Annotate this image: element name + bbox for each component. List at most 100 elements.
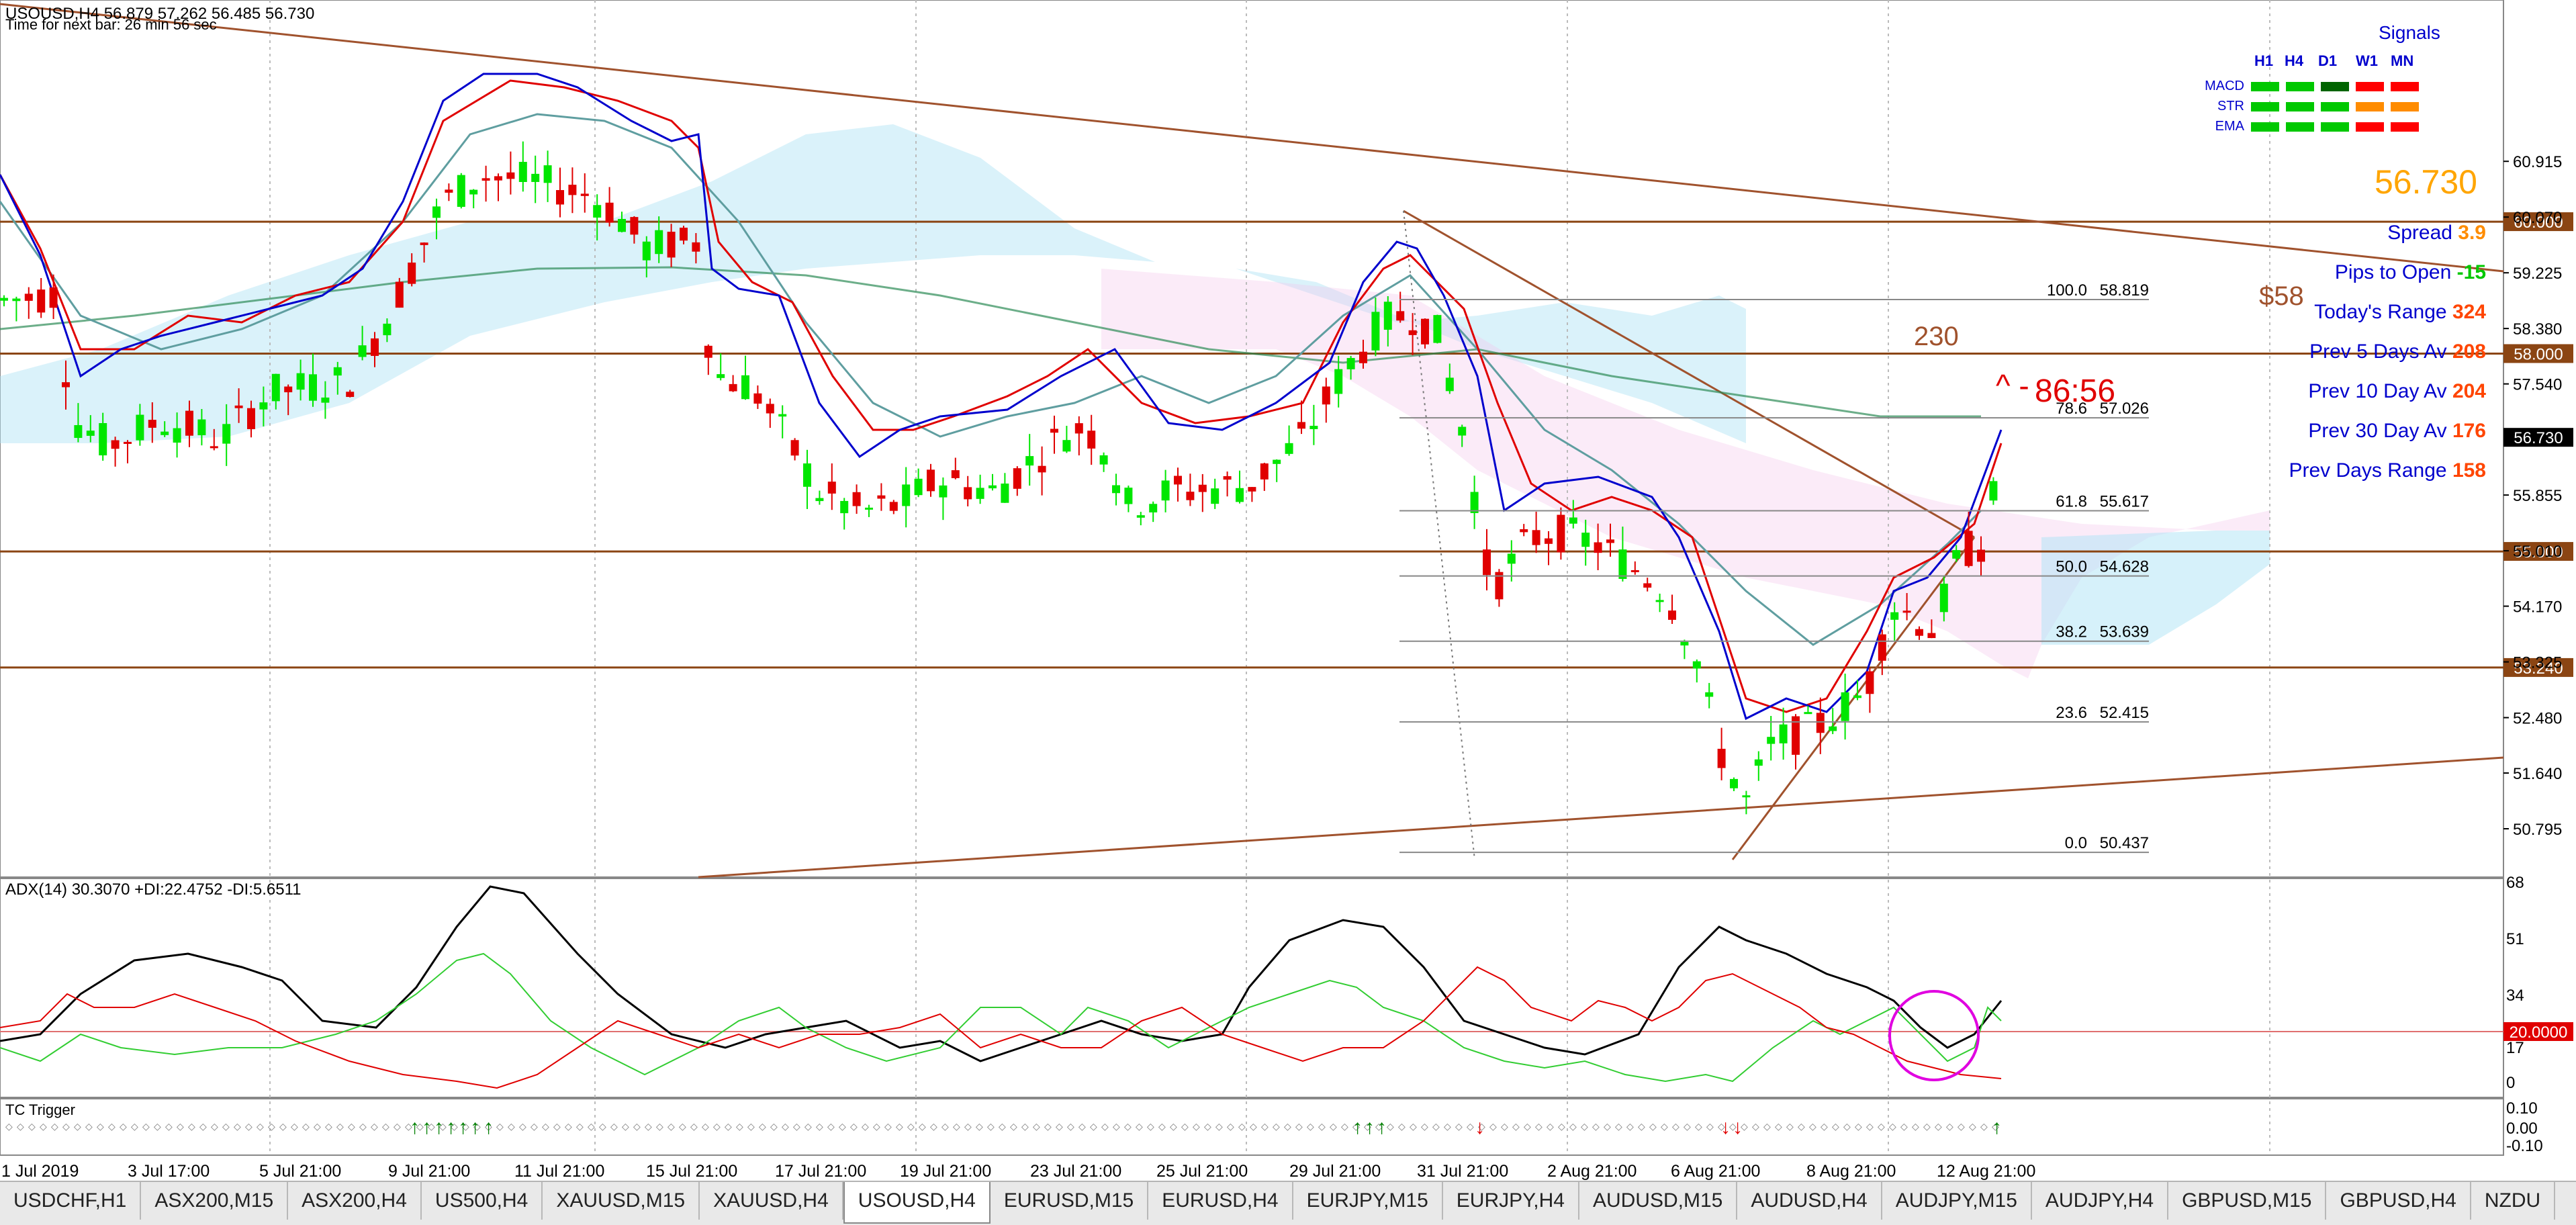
candle-body xyxy=(951,470,960,478)
candle-body xyxy=(0,298,8,301)
candle-body xyxy=(358,345,367,357)
bar-timer: Time for next bar: 26 min 56 sec xyxy=(5,16,217,33)
candle-body xyxy=(333,367,342,376)
candle-body xyxy=(803,463,811,487)
tc-marker: ◇ xyxy=(1352,1121,1360,1132)
tc-marker: ◇ xyxy=(782,1121,789,1132)
candle-body xyxy=(1062,440,1071,452)
fib-price: 55.617 xyxy=(2100,492,2149,510)
tc-marker: ◇ xyxy=(964,1121,972,1132)
svg-text:^ -: ^ - xyxy=(1996,368,2029,403)
candle-body xyxy=(185,410,193,436)
tc-marker: ◇ xyxy=(1318,1121,1326,1132)
tc-marker: ◇ xyxy=(1569,1121,1577,1132)
tab-audusd-h4[interactable]: AUDUSD,H4 xyxy=(1737,1182,1882,1220)
signal-stat-label: Prev 30 Day Av xyxy=(2308,420,2452,442)
candle-body xyxy=(1717,748,1726,768)
candle-body xyxy=(531,173,540,182)
tc-marker: ◇ xyxy=(747,1121,755,1132)
tc-marker: ◇ xyxy=(542,1121,549,1132)
tc-marker: ◇ xyxy=(679,1121,686,1132)
time-axis-label: 8 Aug 21:00 xyxy=(1806,1162,1896,1181)
tab-nzdu[interactable]: NZDU xyxy=(2471,1182,2556,1220)
tc-marker: ◇ xyxy=(1193,1121,1200,1132)
tc-marker: ◇ xyxy=(1330,1121,1337,1132)
tab-us500-h4[interactable]: US500,H4 xyxy=(422,1182,543,1220)
signal-cell xyxy=(2286,102,2314,111)
signal-cell xyxy=(2251,82,2279,91)
tab-xauusd-m15[interactable]: XAUUSD,M15 xyxy=(543,1182,700,1220)
signal-cell xyxy=(2286,82,2314,91)
tc-marker: ◇ xyxy=(257,1121,264,1132)
tc-buy-arrow: ↑ xyxy=(458,1116,468,1138)
candle-body xyxy=(1742,795,1751,798)
candle-body xyxy=(74,424,83,439)
tab-asx200-h4[interactable]: ASX200,H4 xyxy=(288,1182,422,1220)
fib-level: 38.2 xyxy=(2056,623,2087,641)
tab-asx200-m15[interactable]: ASX200,M15 xyxy=(141,1182,289,1220)
tc-marker: ◇ xyxy=(1501,1121,1508,1132)
candle-body xyxy=(667,232,676,258)
tab-audjpy-m15[interactable]: AUDJPY,M15 xyxy=(1882,1182,2032,1220)
candle-body xyxy=(741,375,749,400)
tc-marker: ◇ xyxy=(1295,1121,1303,1132)
chart-canvas[interactable]: 60.000 58.000 55.000 53.240 100.0 58.819 78.6… xyxy=(0,0,2576,1181)
candle-body xyxy=(1692,661,1701,669)
candle-body xyxy=(111,440,120,449)
tc-marker: ◇ xyxy=(1512,1121,1520,1132)
tc-marker: ◇ xyxy=(976,1121,983,1132)
candle-body xyxy=(1866,671,1874,694)
target-label: $58 xyxy=(2259,281,2304,311)
fib-level: 0.0 xyxy=(2065,834,2087,852)
adx-axis-label: 17 xyxy=(2506,1039,2524,1057)
candle-body xyxy=(457,175,465,207)
level-label: 55.000 xyxy=(2514,543,2563,561)
tab-eurusd-h4[interactable]: EURUSD,H4 xyxy=(1148,1182,1293,1220)
candle-body xyxy=(395,281,404,308)
fib-level: 100.0 xyxy=(2047,281,2087,300)
candle-body xyxy=(1001,484,1009,503)
tab-usdchf-h1[interactable]: USDCHF,H1 xyxy=(0,1182,142,1220)
tab-gbpusd-h4[interactable]: GBPUSD,H4 xyxy=(2326,1182,2471,1220)
candle-body xyxy=(1445,377,1454,392)
candle-body xyxy=(309,374,317,401)
tc-buy-arrow: ↑ xyxy=(410,1116,420,1138)
tc-marker: ◇ xyxy=(633,1121,641,1132)
price-axis-label: 60.070 xyxy=(2513,209,2562,227)
tc-buy-arrow: ↑ xyxy=(1377,1116,1387,1138)
fib-price: 58.819 xyxy=(2100,281,2149,300)
tab-eurjpy-m15[interactable]: EURJPY,M15 xyxy=(1293,1182,1443,1220)
tab-audjpy-h4[interactable]: AUDJPY,H4 xyxy=(2032,1182,2169,1220)
signal-stat-value: 208 xyxy=(2452,341,2486,363)
candle-body xyxy=(197,419,206,436)
tc-marker: ◇ xyxy=(1535,1121,1543,1132)
tc-marker: ◇ xyxy=(359,1121,367,1132)
tc-marker: ◇ xyxy=(907,1121,915,1132)
tc-marker: ◇ xyxy=(713,1121,721,1132)
tab-gbpusd-m15[interactable]: GBPUSD,M15 xyxy=(2168,1182,2327,1220)
tc-buy-arrow: ↑ xyxy=(470,1116,480,1138)
trend-lines xyxy=(0,3,2504,878)
tc-sell-arrow: ↓ xyxy=(1733,1116,1743,1138)
tc-marker: ◇ xyxy=(336,1121,344,1132)
tc-trigger-markers: ◇ ◇ ◇ ◇ ◇ ◇ ◇ ◇ ◇ ◇ ◇ ◇ ◇ ◇ ◇ ◇ ◇ ◇ ◇ ◇ ◇ ◇ ◇ ◇ ◇ ◇ ◇ ◇ ◇ ◇ ◇ ◇ ◇ ◇ ◇ ◇ ◇ ◇ ◇ ◇… xyxy=(5,1116,2002,1138)
tab-eurusd-m15[interactable]: EURUSD,M15 xyxy=(991,1182,1149,1220)
tc-marker: ◇ xyxy=(1718,1121,1725,1132)
candle-body xyxy=(889,502,898,511)
candle-body xyxy=(222,424,231,444)
tab-xauusd-h4[interactable]: XAUUSD,H4 xyxy=(700,1182,843,1220)
tc-marker: ◇ xyxy=(1592,1121,1600,1132)
tc-marker: ◇ xyxy=(1855,1121,1862,1132)
candle-body xyxy=(518,162,527,182)
signal-stat-value: 176 xyxy=(2452,420,2486,442)
fib-price: 53.639 xyxy=(2100,623,2149,641)
candle-body xyxy=(1878,634,1886,661)
tab-audusd-m15[interactable]: AUDUSD,M15 xyxy=(1579,1182,1738,1220)
tc-marker: ◇ xyxy=(1741,1121,1748,1132)
tab-usousd-h4[interactable]: USOUSD,H4 xyxy=(843,1182,991,1224)
tab-eurjpy-h4[interactable]: EURJPY,H4 xyxy=(1443,1182,1579,1220)
tc-marker: ◇ xyxy=(85,1121,93,1132)
candle-body xyxy=(24,293,33,301)
tc-marker: ◇ xyxy=(439,1121,447,1132)
tc-marker: ◇ xyxy=(873,1121,880,1132)
